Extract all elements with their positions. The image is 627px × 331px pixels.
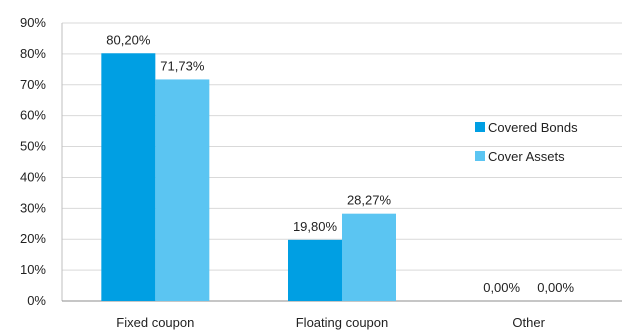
- axes: 0% 10% 20% 30% 40% 50% 60% 70% 80% 90%: [20, 15, 622, 308]
- y-tick-label: 0%: [27, 293, 46, 308]
- bar: [101, 53, 156, 301]
- category-label: Floating coupon: [296, 315, 389, 330]
- y-tick-label: 70%: [20, 77, 46, 92]
- y-tick-label: 50%: [20, 139, 46, 154]
- data-label: 19,80%: [293, 219, 338, 234]
- y-tick-label: 20%: [20, 231, 46, 246]
- data-label: 0,00%: [537, 280, 574, 295]
- category-label: Other: [512, 315, 545, 330]
- legend-label: Cover Assets: [488, 149, 565, 164]
- data-label: 28,27%: [347, 193, 392, 208]
- category-label: Fixed coupon: [116, 315, 194, 330]
- data-label: 80,20%: [106, 32, 151, 47]
- legend: Covered Bonds Cover Assets: [475, 120, 578, 164]
- data-label: 71,73%: [160, 58, 205, 73]
- category-labels: Fixed coupon Floating coupon Other: [116, 315, 545, 330]
- data-label: 0,00%: [483, 280, 520, 295]
- bar: [342, 213, 396, 301]
- y-tick-label: 80%: [20, 46, 46, 61]
- bar: [155, 79, 210, 302]
- data-labels: 80,20% 71,73% 19,80% 28,27% 0,00% 0,00%: [106, 32, 574, 295]
- bar: [288, 239, 342, 301]
- y-tick-label: 30%: [20, 200, 46, 215]
- legend-swatch: [475, 151, 485, 161]
- y-tick-label: 90%: [20, 15, 46, 30]
- y-tick-label: 60%: [20, 108, 46, 123]
- y-tick-label: 40%: [20, 169, 46, 184]
- bars: [101, 53, 396, 302]
- legend-swatch: [475, 122, 485, 132]
- legend-label: Covered Bonds: [488, 120, 578, 135]
- y-tick-label: 10%: [20, 262, 46, 277]
